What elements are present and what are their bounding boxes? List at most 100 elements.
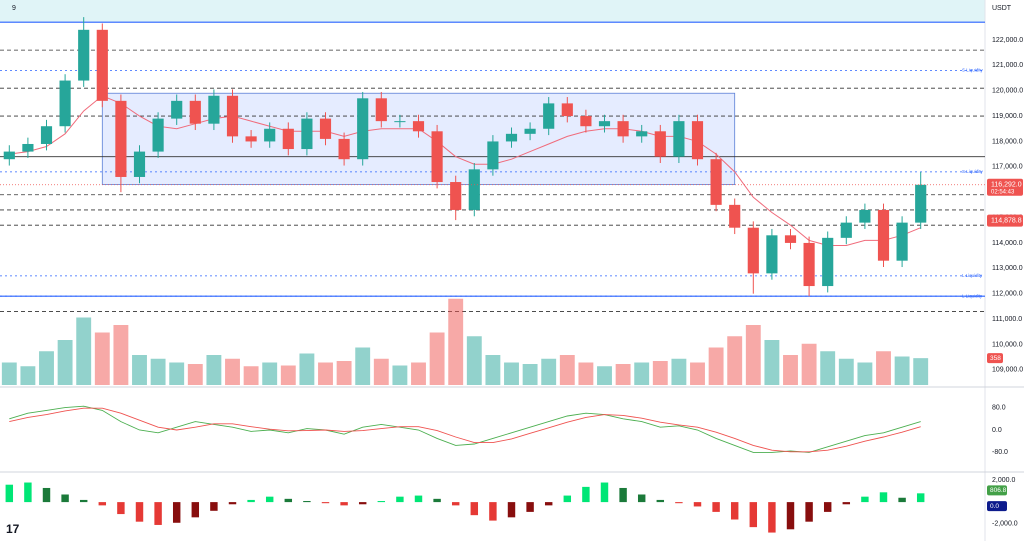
volume-bar [857, 362, 873, 385]
candle-body [487, 141, 499, 170]
hist-bar [340, 502, 348, 506]
y-tick-label: 120,000.0 [992, 88, 1023, 95]
candle-body [896, 222, 908, 261]
candle-body [59, 80, 71, 127]
volume-bar [20, 366, 36, 385]
y-tick-label: 110,000.0 [992, 341, 1023, 348]
hist-bar [396, 496, 404, 503]
osc-tick-label: 80.0 [992, 404, 1006, 411]
volume-bar [132, 355, 147, 385]
y-tick-label: 122,000.0 [992, 37, 1023, 44]
candle-body [468, 169, 480, 210]
candle-body [22, 143, 34, 152]
volume-bar [615, 364, 631, 385]
candle-body [282, 128, 294, 150]
hist-bar [823, 502, 832, 512]
volume-bar [225, 358, 240, 385]
hist-tick-label: 2,000.0 [992, 477, 1015, 484]
candle-body [208, 95, 220, 124]
candle-body [301, 118, 313, 150]
hist-bar [879, 492, 888, 503]
candle-body [840, 222, 852, 238]
hist-tag [987, 501, 1007, 512]
candle-body [859, 209, 871, 223]
hist-bar [619, 487, 627, 503]
candle-body [598, 121, 611, 127]
candle-body [561, 103, 573, 117]
price-tag [987, 214, 1023, 227]
hist-bar [507, 502, 516, 518]
hist-bar [489, 502, 497, 521]
hist-bar [712, 502, 720, 512]
volume-bar [559, 355, 575, 385]
candle-body [915, 184, 927, 223]
hist-bar [154, 502, 162, 525]
candle-body [729, 204, 741, 228]
volume-bar [522, 364, 538, 385]
volume-bar [634, 362, 650, 385]
volume-bar [820, 351, 836, 385]
hist-bar [265, 496, 274, 503]
candle-body [822, 237, 834, 287]
volume-bar [652, 361, 668, 385]
osc-tick-label: 0.0 [992, 427, 1002, 434]
hist-bar [61, 494, 69, 503]
candle-body [189, 100, 201, 124]
volume-bar [485, 355, 501, 385]
y-tick-label: 111,000.0 [992, 316, 1022, 323]
hist-bar [172, 502, 181, 523]
hist-tag-label: 806.8 [990, 487, 1007, 494]
volume-bar [801, 343, 817, 385]
y-tick-label: 113,000.0 [992, 265, 1023, 272]
hist-bar [5, 484, 14, 503]
volume-bar [671, 358, 687, 385]
hist-tag-label: 0.0 [990, 503, 999, 510]
hist-bar [805, 502, 813, 522]
liquidity-label: S Liquidity [962, 169, 984, 174]
candle-body [319, 118, 332, 139]
interval: 9 [12, 5, 16, 12]
hist-bar [414, 495, 423, 503]
y-tick-label: 112,000.0 [992, 291, 1023, 298]
candle-body [580, 116, 592, 127]
candle-body [636, 131, 648, 137]
hist-bar [321, 502, 330, 504]
volume-bar [578, 362, 594, 385]
hist-bar [42, 487, 51, 503]
volume-bar [76, 317, 92, 385]
volume-bar [1, 362, 17, 385]
volume-tag-label: 358 [990, 355, 1001, 362]
candle-body [803, 242, 815, 287]
candle-body [264, 128, 276, 142]
volume-bar [913, 358, 929, 385]
hist-bar [135, 502, 144, 522]
volume-bar [745, 325, 761, 385]
hist-bar [284, 498, 293, 503]
osc-tick-label: -80.0 [992, 449, 1008, 456]
osc-line [9, 405, 921, 453]
volume-bar [783, 355, 798, 385]
volume-bar [373, 358, 389, 385]
volume-bar [392, 365, 408, 385]
hist-bar [451, 502, 460, 506]
hist-bar [898, 497, 906, 503]
hist-bar [730, 502, 739, 520]
candle-body [40, 126, 53, 144]
candle-body [226, 95, 239, 137]
candle-body [115, 100, 127, 177]
volume-bar [150, 358, 166, 385]
volume-bar [764, 340, 780, 385]
y-tick-label: 114,000.0 [992, 240, 1023, 247]
candle-body [152, 118, 164, 152]
volume-bar [429, 332, 445, 385]
hist-bar [861, 496, 869, 503]
candle-body [673, 121, 685, 157]
candle-body [505, 133, 518, 142]
y-tick-label: 117,000.0 [992, 164, 1023, 171]
hist-bar [228, 502, 237, 505]
candle-body [357, 98, 369, 160]
candle-body [654, 131, 666, 157]
hist-bar [303, 501, 311, 503]
candle-body [710, 159, 722, 205]
